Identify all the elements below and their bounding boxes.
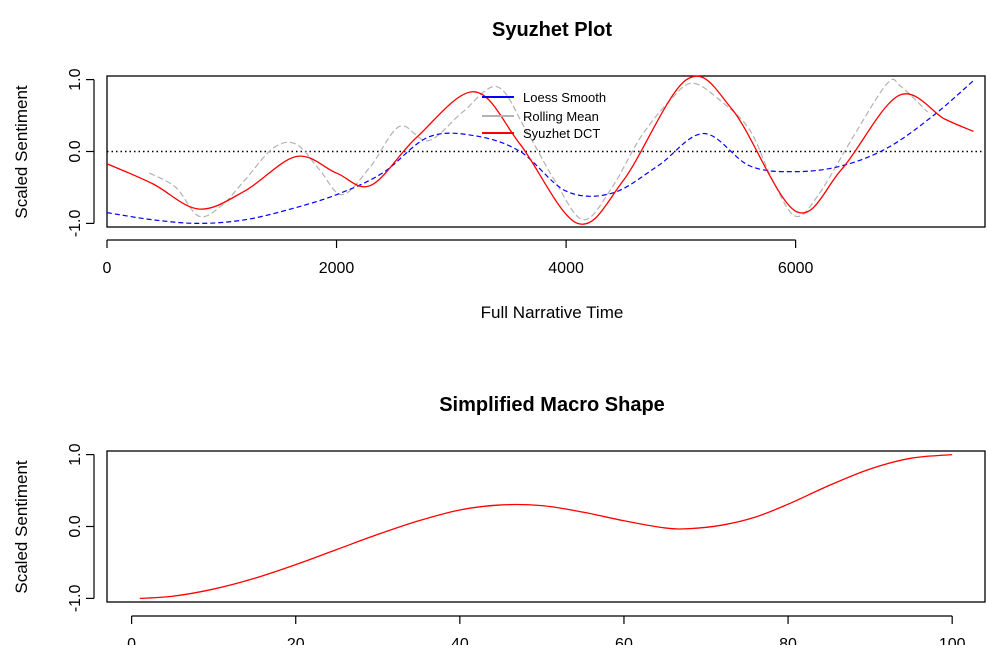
x-axis: 0 2000 4000 6000 bbox=[103, 239, 814, 277]
rolling-mean-line bbox=[149, 78, 929, 221]
x-tick-label: 0 bbox=[127, 636, 136, 645]
y-axis-label: Scaled Sentiment bbox=[12, 85, 31, 219]
x-tick-label: 2000 bbox=[319, 260, 355, 277]
x-tick-label: 80 bbox=[779, 636, 797, 645]
legend-label: Rolling Mean bbox=[523, 109, 599, 124]
y-tick-label: -1.0 bbox=[67, 585, 84, 613]
x-tick-label: 60 bbox=[615, 636, 633, 645]
loess-smooth-line bbox=[106, 79, 976, 225]
x-axis-label: Full Narrative Time bbox=[481, 303, 624, 322]
y-axis-label: Scaled Sentiment bbox=[12, 460, 31, 594]
y-tick-label: 0.0 bbox=[67, 140, 84, 162]
x-tick-label: 20 bbox=[287, 636, 305, 645]
x-axis: 0 20 40 60 80 100 bbox=[127, 615, 966, 650]
x-tick-label: 40 bbox=[451, 636, 469, 645]
macro-shape-chart: Simplified Macro Shape 0 20 40 60 80 100 -1.0… bbox=[12, 394, 986, 650]
chart-title: Simplified Macro Shape bbox=[439, 394, 665, 416]
macro-shape-line bbox=[139, 453, 953, 600]
legend: Loess Smooth Rolling Mean Syuzhet DCT bbox=[482, 90, 606, 141]
syuzhet-plot-chart: Syuzhet Plot 0 2000 4000 6000 -1.0 0.0 1.0 Fu… bbox=[12, 19, 986, 322]
x-tick-label: 4000 bbox=[548, 260, 584, 277]
y-tick-label: 0.0 bbox=[67, 515, 84, 537]
legend-label: Loess Smooth bbox=[523, 90, 606, 105]
y-tick-label: -1.0 bbox=[67, 210, 84, 238]
y-axis: -1.0 0.0 1.0 bbox=[67, 443, 95, 613]
x-tick-label: 100 bbox=[939, 636, 966, 645]
series-layer bbox=[139, 453, 953, 600]
y-tick-label: 1.0 bbox=[67, 68, 84, 90]
plot-frame bbox=[106, 450, 986, 603]
chart-title: Syuzhet Plot bbox=[492, 19, 612, 41]
legend-label: Syuzhet DCT bbox=[523, 126, 600, 141]
y-tick-label: 1.0 bbox=[67, 443, 84, 465]
x-tick-label: 6000 bbox=[778, 260, 814, 277]
series-layer bbox=[106, 75, 985, 225]
x-tick-label: 0 bbox=[103, 260, 112, 277]
y-axis: -1.0 0.0 1.0 bbox=[67, 68, 95, 238]
syuzhet-dct-line bbox=[106, 75, 974, 225]
